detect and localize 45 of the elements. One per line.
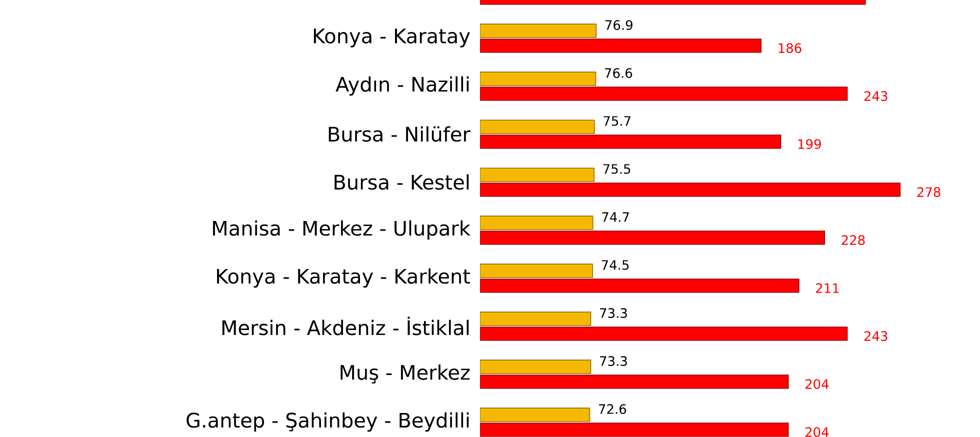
data-label: 76.9 (605, 20, 632, 30)
bar (480, 360, 592, 374)
bar (480, 230, 825, 245)
y-tick-label: Mersin - Akdeniz - İstiklal (222, 316, 469, 336)
y-tick-label: Bursa - Kestel (334, 174, 469, 190)
bar (480, 216, 594, 230)
bar (480, 326, 848, 341)
data-label: 228 (842, 235, 865, 246)
data-label: 186 (778, 43, 802, 54)
y-tick-label: Konya - Karatay - Karkent (217, 268, 470, 288)
bar (480, 38, 762, 53)
y-tick-label: Muş - Merkez (340, 364, 470, 384)
y-tick-label: Aydın - Nazilli (336, 76, 469, 96)
bar (480, 134, 782, 149)
data-label: 211 (816, 283, 839, 293)
data-label: 243 (864, 91, 888, 102)
bar (480, 86, 848, 101)
bar (480, 264, 593, 278)
data-label: 72.6 (598, 404, 626, 414)
bar (480, 278, 800, 293)
data-label: 76.6 (605, 68, 632, 78)
data-label: 204 (805, 427, 829, 437)
bar (480, 168, 595, 182)
y-tick-label: Manisa - Merkez - Ulupark (213, 220, 470, 240)
data-label: 199 (798, 139, 821, 150)
bar (480, 72, 596, 86)
bar (480, 422, 789, 437)
y-tick-label: Konya - Karatay (314, 28, 470, 48)
bar (480, 24, 597, 38)
data-label: 74.7 (602, 212, 629, 222)
data-label: 73.3 (600, 308, 627, 318)
data-label: 74.5 (602, 260, 629, 270)
bar (480, 182, 901, 197)
data-label: 243 (864, 331, 888, 342)
data-label: 73.3 (600, 356, 627, 366)
data-label: 204 (805, 379, 829, 390)
bar (480, 120, 595, 134)
y-tick-label: G.antep - Şahinbey - Beydilli (186, 412, 469, 432)
bar (480, 408, 590, 422)
data-label: 278 (917, 187, 940, 198)
bar (480, 312, 592, 326)
data-label: 75.5 (603, 164, 630, 174)
data-label: 75.7 (604, 116, 630, 126)
y-tick-label: Bursa - Nilüfer (328, 126, 470, 142)
bar (480, 374, 789, 389)
